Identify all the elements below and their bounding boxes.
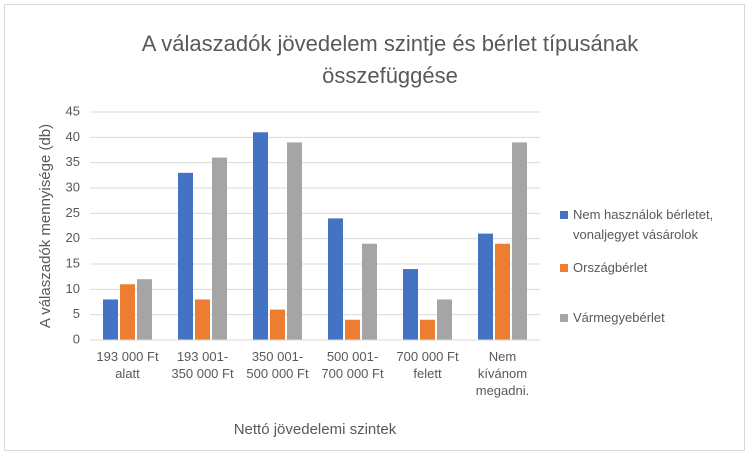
x-axis-title: Nettó jövedelemi szintek <box>234 421 397 438</box>
legend-label: Vármegyebérlet <box>573 310 665 325</box>
x-tick-label: 193 000 Ft alatt <box>96 349 159 381</box>
y-tick-label: 35 <box>66 154 80 169</box>
bar <box>195 299 210 340</box>
bar <box>512 142 527 340</box>
bar <box>270 309 285 340</box>
bar <box>212 157 227 340</box>
y-tick-label: 10 <box>66 281 80 296</box>
y-tick-label: 45 <box>66 103 80 118</box>
bar <box>403 269 418 340</box>
y-tick-label: 25 <box>66 205 80 220</box>
y-tick-label: 40 <box>66 129 80 144</box>
y-tick-label: 30 <box>66 179 80 194</box>
legend-label: Országbérlet <box>573 260 648 275</box>
x-tick-label: 500 001- 700 000 Ft <box>321 349 384 381</box>
y-tick-label: 0 <box>73 331 80 346</box>
bar <box>345 319 360 340</box>
bar <box>328 218 343 340</box>
legend-label: Nem használok bérletet, vonaljegyet vásá… <box>573 207 714 242</box>
y-tick-label: 5 <box>73 306 80 321</box>
chart-border <box>4 4 745 451</box>
bar <box>103 299 118 340</box>
x-tick-label: 193 001- 350 000 Ft <box>171 349 234 381</box>
bar <box>178 172 193 340</box>
x-tick-label: 350 001- 500 000 Ft <box>246 349 309 381</box>
bar <box>362 243 377 340</box>
legend-swatch <box>560 264 568 272</box>
chart-title: A válaszadók jövedelem szintje és bérlet… <box>141 31 639 88</box>
bar <box>437 299 452 340</box>
y-tick-label: 20 <box>66 230 80 245</box>
bar <box>120 284 135 340</box>
y-tick-label: 15 <box>66 255 80 270</box>
bar <box>137 279 152 340</box>
bar <box>253 132 268 340</box>
bar <box>495 243 510 340</box>
y-axis-title: A válaszadók mennyisége (db) <box>37 124 54 328</box>
legend-swatch <box>560 211 568 219</box>
legend-swatch <box>560 314 568 322</box>
bar <box>420 319 435 340</box>
x-tick-label: 700 000 Ft felett <box>396 349 459 381</box>
bar <box>478 233 493 340</box>
x-tick-label: Nem kívánom megadni. <box>475 349 530 398</box>
bar <box>287 142 302 340</box>
